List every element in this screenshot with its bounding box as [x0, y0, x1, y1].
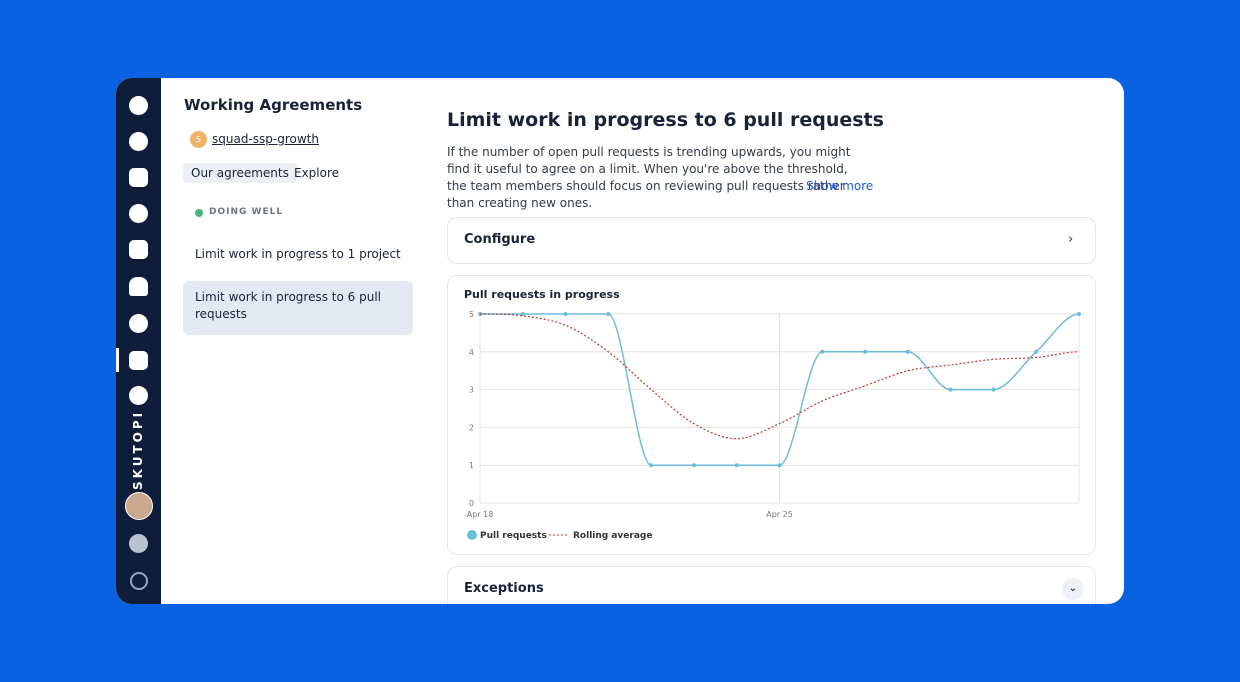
nav-icon[interactable]	[129, 351, 148, 370]
team-selector[interactable]: squad-ssp-growth	[212, 132, 319, 146]
data-point	[691, 463, 696, 468]
legend-marker	[467, 530, 477, 540]
data-point	[948, 387, 953, 392]
agreement-item[interactable]: Limit work in progress to 1 project	[195, 247, 401, 261]
chart-panel: Pull requests in progress 0 1 2 3 4 5 Apr 18 Apr…	[447, 275, 1096, 555]
brand: SKUTOPI	[131, 409, 145, 490]
avatar[interactable]	[125, 492, 153, 520]
y-tick-label: 2	[469, 423, 474, 432]
data-point	[820, 349, 825, 354]
data-point	[1077, 312, 1081, 316]
sidebar: SKUTOPI	[116, 78, 161, 604]
team-avatar: S	[190, 131, 207, 148]
data-point	[606, 312, 611, 316]
tab[interactable]: Explore	[294, 166, 340, 180]
status-dot	[195, 209, 203, 217]
exceptions-panel[interactable]: Exceptions ⌄	[447, 566, 1096, 604]
y-tick-label: 5	[469, 310, 474, 319]
app-card: SKUTOPI Working Agreements S squad-ssp-g…	[116, 78, 1124, 604]
settings-icon[interactable]	[129, 386, 148, 405]
y-tick-label: 4	[469, 348, 474, 357]
tab[interactable]: Our agreements	[183, 163, 297, 183]
data-point	[1034, 349, 1039, 354]
data-point	[863, 349, 868, 354]
series-line	[479, 313, 1080, 440]
data-point	[563, 312, 568, 316]
nav-icon[interactable]	[129, 240, 148, 259]
configure-panel[interactable]: Configure ›	[447, 217, 1096, 264]
exceptions-label: Exceptions	[464, 581, 544, 596]
data-point	[777, 463, 782, 468]
nav-icon[interactable]	[129, 314, 148, 333]
logo[interactable]	[129, 96, 148, 115]
expand-button[interactable]: ⌄	[1062, 578, 1084, 600]
y-tick-label: 0	[469, 499, 474, 508]
legend-label: Pull requests	[480, 531, 547, 541]
x-tick-label: Apr 25	[766, 510, 793, 519]
legend-label: Rolling average	[573, 531, 652, 541]
data-point	[649, 463, 654, 468]
data-point	[520, 312, 525, 316]
active-indicator	[116, 348, 119, 372]
help-icon[interactable]	[129, 534, 148, 553]
description: If the number of open pull requests is t…	[447, 145, 851, 210]
x-tick-label: Apr 18	[467, 510, 494, 519]
data-point	[734, 463, 739, 468]
nav-icon[interactable]	[129, 204, 148, 223]
chart-title: Pull requests in progress	[464, 288, 620, 301]
chart: Pull requests in progress 0 1 2 3 4 5 Apr 18 Apr…	[464, 288, 1081, 541]
main-title: Limit work in progress to 6 pull request…	[447, 109, 884, 131]
nav-icon[interactable]	[129, 168, 148, 187]
data-point	[991, 387, 996, 392]
status-label: DOING WELL	[209, 207, 284, 217]
agreement-item[interactable]: Limit work in progress to 6 pull request…	[183, 281, 413, 335]
show-more[interactable]: Show more	[806, 179, 874, 193]
nav-icon[interactable]	[129, 277, 148, 296]
y-tick-label: 3	[469, 386, 474, 395]
chevron: ›	[1068, 232, 1074, 247]
data-point	[905, 349, 910, 354]
panel-title: Working Agreements	[184, 96, 363, 114]
nav-icon[interactable]	[129, 132, 148, 151]
logout-icon[interactable]	[130, 572, 148, 590]
configure-label: Configure	[464, 232, 536, 247]
y-tick-label: 1	[469, 461, 474, 470]
